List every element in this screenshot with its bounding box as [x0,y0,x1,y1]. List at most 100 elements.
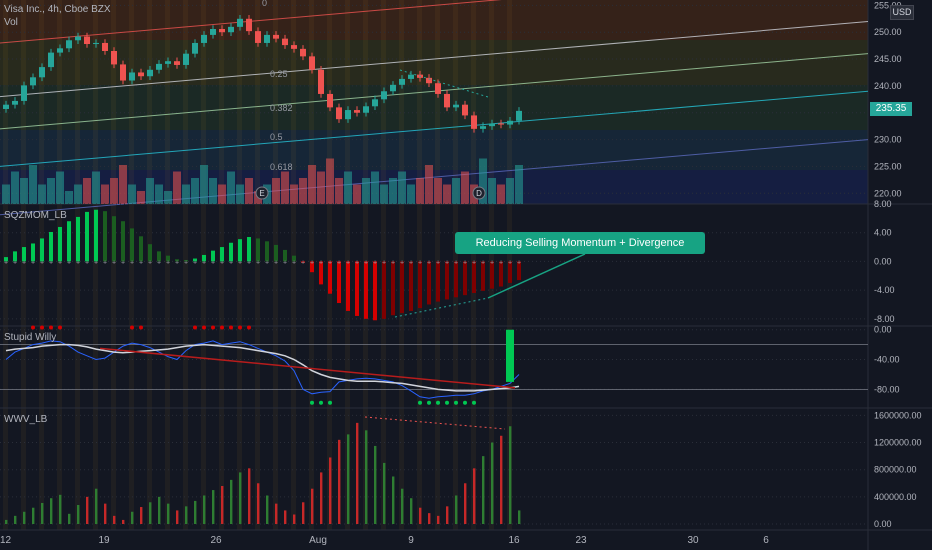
sqz-cross-mark: + [319,259,323,266]
candle-body [237,19,243,27]
sqz-bar [238,239,242,261]
volume-bar [335,178,343,204]
wwv-bar [311,489,313,524]
sqz-cross-mark: + [391,259,395,266]
symbol-legend[interactable]: Visa Inc., 4h, Cboe BZX [4,4,111,15]
sqz-cross-mark: + [337,259,341,266]
sqz-cross-mark: + [436,259,440,266]
sqz-cross-mark: + [445,259,449,266]
sqz-cross-mark: + [13,259,17,266]
sqz-cross-mark: + [508,259,512,266]
sw-tick-label: 0.00 [874,325,892,335]
sw-tick-label: -40.00 [874,355,900,365]
volume-bar [434,178,442,204]
candle-body [228,27,234,32]
sqz-cross-mark: + [472,259,476,266]
sqz-cross-mark: + [517,259,521,266]
candle-body [138,72,144,76]
sw-oversold-dot [436,401,440,405]
wwv-bar [248,468,250,524]
candle-body [39,67,45,77]
sqz-cross-mark: + [283,259,287,266]
wwv-bar [23,512,25,524]
sqz-bar [409,261,413,311]
sqz-cross-mark: + [94,259,98,266]
sqz-cross-mark: + [301,259,305,266]
candle-body [480,126,486,129]
time-tick-label: 12 [0,535,12,546]
candle-body [129,72,135,80]
volume-bar [272,178,280,204]
wwv-bar [320,472,322,524]
sqz-cross-mark: + [4,259,8,266]
sqz-cross-mark: + [67,259,71,266]
sqz-cross-mark: + [103,259,107,266]
candle-body [120,64,126,80]
candle-body [435,83,441,94]
wwv-bar [5,520,7,524]
sw-overbought-dot [49,325,53,329]
wwv-tick-label: 1600000.00 [874,410,922,420]
volume-bar [290,185,298,205]
sqz-tick-label: 8.00 [874,199,892,209]
wwv-bar [464,483,466,524]
sqz-cross-mark: + [481,259,485,266]
sqz-bar [427,261,431,304]
volume-bar [173,172,181,205]
volume-legend[interactable]: Vol [4,17,18,28]
volume-bar [299,178,307,204]
price-tick-label: 220.00 [874,188,902,198]
wwv-bar [113,516,115,524]
volume-bar [191,178,199,204]
volume-bar [101,185,109,205]
volume-bar [29,165,37,204]
volume-bar [425,165,433,204]
wwv-bar [131,512,133,524]
sqz-cross-mark: + [139,259,143,266]
sqz-cross-mark: + [76,259,80,266]
stupid-willy-legend[interactable]: Stupid Willy [4,332,56,343]
wwv-legend[interactable]: WWV_LB [4,414,47,425]
wwv-bar [95,489,97,524]
sqz-cross-mark: + [499,259,503,266]
sqz-cross-mark: + [202,259,206,266]
candle-body [255,31,261,43]
wwv-bar [392,476,394,524]
sqz-cross-mark: + [355,259,359,266]
candle-body [201,35,207,43]
price-tick-label: 240.00 [874,81,902,91]
sqz-bar [40,238,44,261]
candle-body [75,37,81,41]
sqz-bar [247,237,251,261]
fib-level-label: 0.382 [270,103,293,113]
volume-bar [119,165,127,204]
wwv-bar [149,502,151,524]
sqz-cross-mark: + [31,259,35,266]
volume-bar [416,178,424,204]
price-tick-label: 225.00 [874,161,902,171]
currency-button[interactable]: USD [890,5,914,20]
wwv-bar [257,483,259,524]
wwv-bar [230,480,232,524]
last-price-tag: 235.35 [870,102,912,116]
candle-body [3,105,9,109]
sqz-cross-mark: + [274,259,278,266]
volume-bar [308,165,316,204]
fib-level-label: 0.5 [270,132,283,142]
volume-bar [497,185,505,205]
candle-body [192,43,198,54]
sqz-cross-mark: + [373,259,377,266]
sqz-cross-mark: + [184,259,188,266]
wwv-bar [158,497,160,524]
volume-bar [506,178,514,204]
wwv-bar [221,486,223,524]
candle-body [318,70,324,94]
sw-overbought-dot [130,325,134,329]
sqz-bar [454,261,458,297]
sqz-cross-mark: + [463,259,467,266]
divergence-callout: Reducing Selling Momentum + Divergence [455,232,705,254]
wwv-bar [302,502,304,524]
candle-body [408,75,414,79]
sqzmom-legend[interactable]: SQZMOM_LB [4,210,67,221]
